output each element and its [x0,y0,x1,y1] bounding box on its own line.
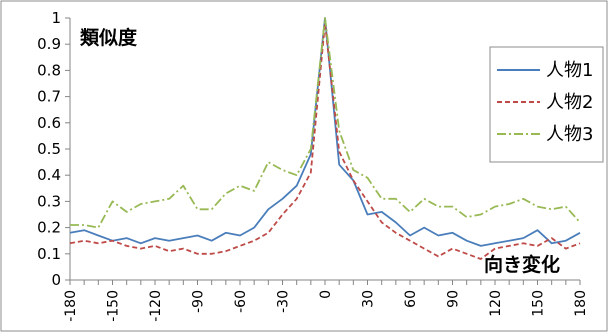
annotation-direction-change: 向き変化 [484,253,560,276]
legend: 人物1 人物2 人物3 [489,46,604,163]
x-tick-label: -90 [191,290,207,313]
x-tick-label: 60 [403,290,419,308]
x-tick-label: 180 [573,290,589,317]
y-tick-label: 0.6 [37,114,61,132]
y-tick-label: 0.2 [37,219,61,237]
y-tick-label: 0.1 [37,245,61,263]
annotation-similarity: 類似度 [79,26,138,49]
x-tick-label: -30 [276,290,292,313]
x-tick-label: -120 [148,290,164,322]
legend-box [489,46,604,163]
x-axis: -180 -150 -120 -90 -60 -30 0 30 60 90 120 150 180 [63,279,589,322]
legend-label-1: 人物1 [546,60,593,81]
y-tick-label: 1 [51,9,61,27]
series-line-3 [70,17,581,229]
legend-label-2: 人物2 [546,92,593,113]
y-tick-label: 0.3 [37,192,61,210]
series-layer [69,17,581,260]
y-tick-label: 0 [51,271,61,289]
x-tick-label: 0 [318,290,334,299]
x-tick-label: -150 [106,290,122,322]
x-tick-label: -60 [233,290,249,313]
y-axis: 0 0.1 0.2 0.3 0.4 0.5 0.6 0.7 0.8 0.9 1 [37,9,71,289]
series-line-2 [69,22,581,260]
x-tick-label: 120 [488,290,504,317]
x-tick-label: -180 [63,290,79,322]
y-tick-label: 0.7 [37,88,61,106]
legend-label-3: 人物3 [546,124,593,145]
y-tick-label: 0.9 [37,35,61,53]
y-tick-label: 0.8 [37,61,61,79]
x-tick-label: 90 [446,290,462,308]
x-tick-label: 150 [531,290,547,317]
y-tick-label: 0.4 [37,166,61,184]
x-tick-label: 30 [361,290,377,308]
y-tick-label: 0.5 [37,140,61,158]
